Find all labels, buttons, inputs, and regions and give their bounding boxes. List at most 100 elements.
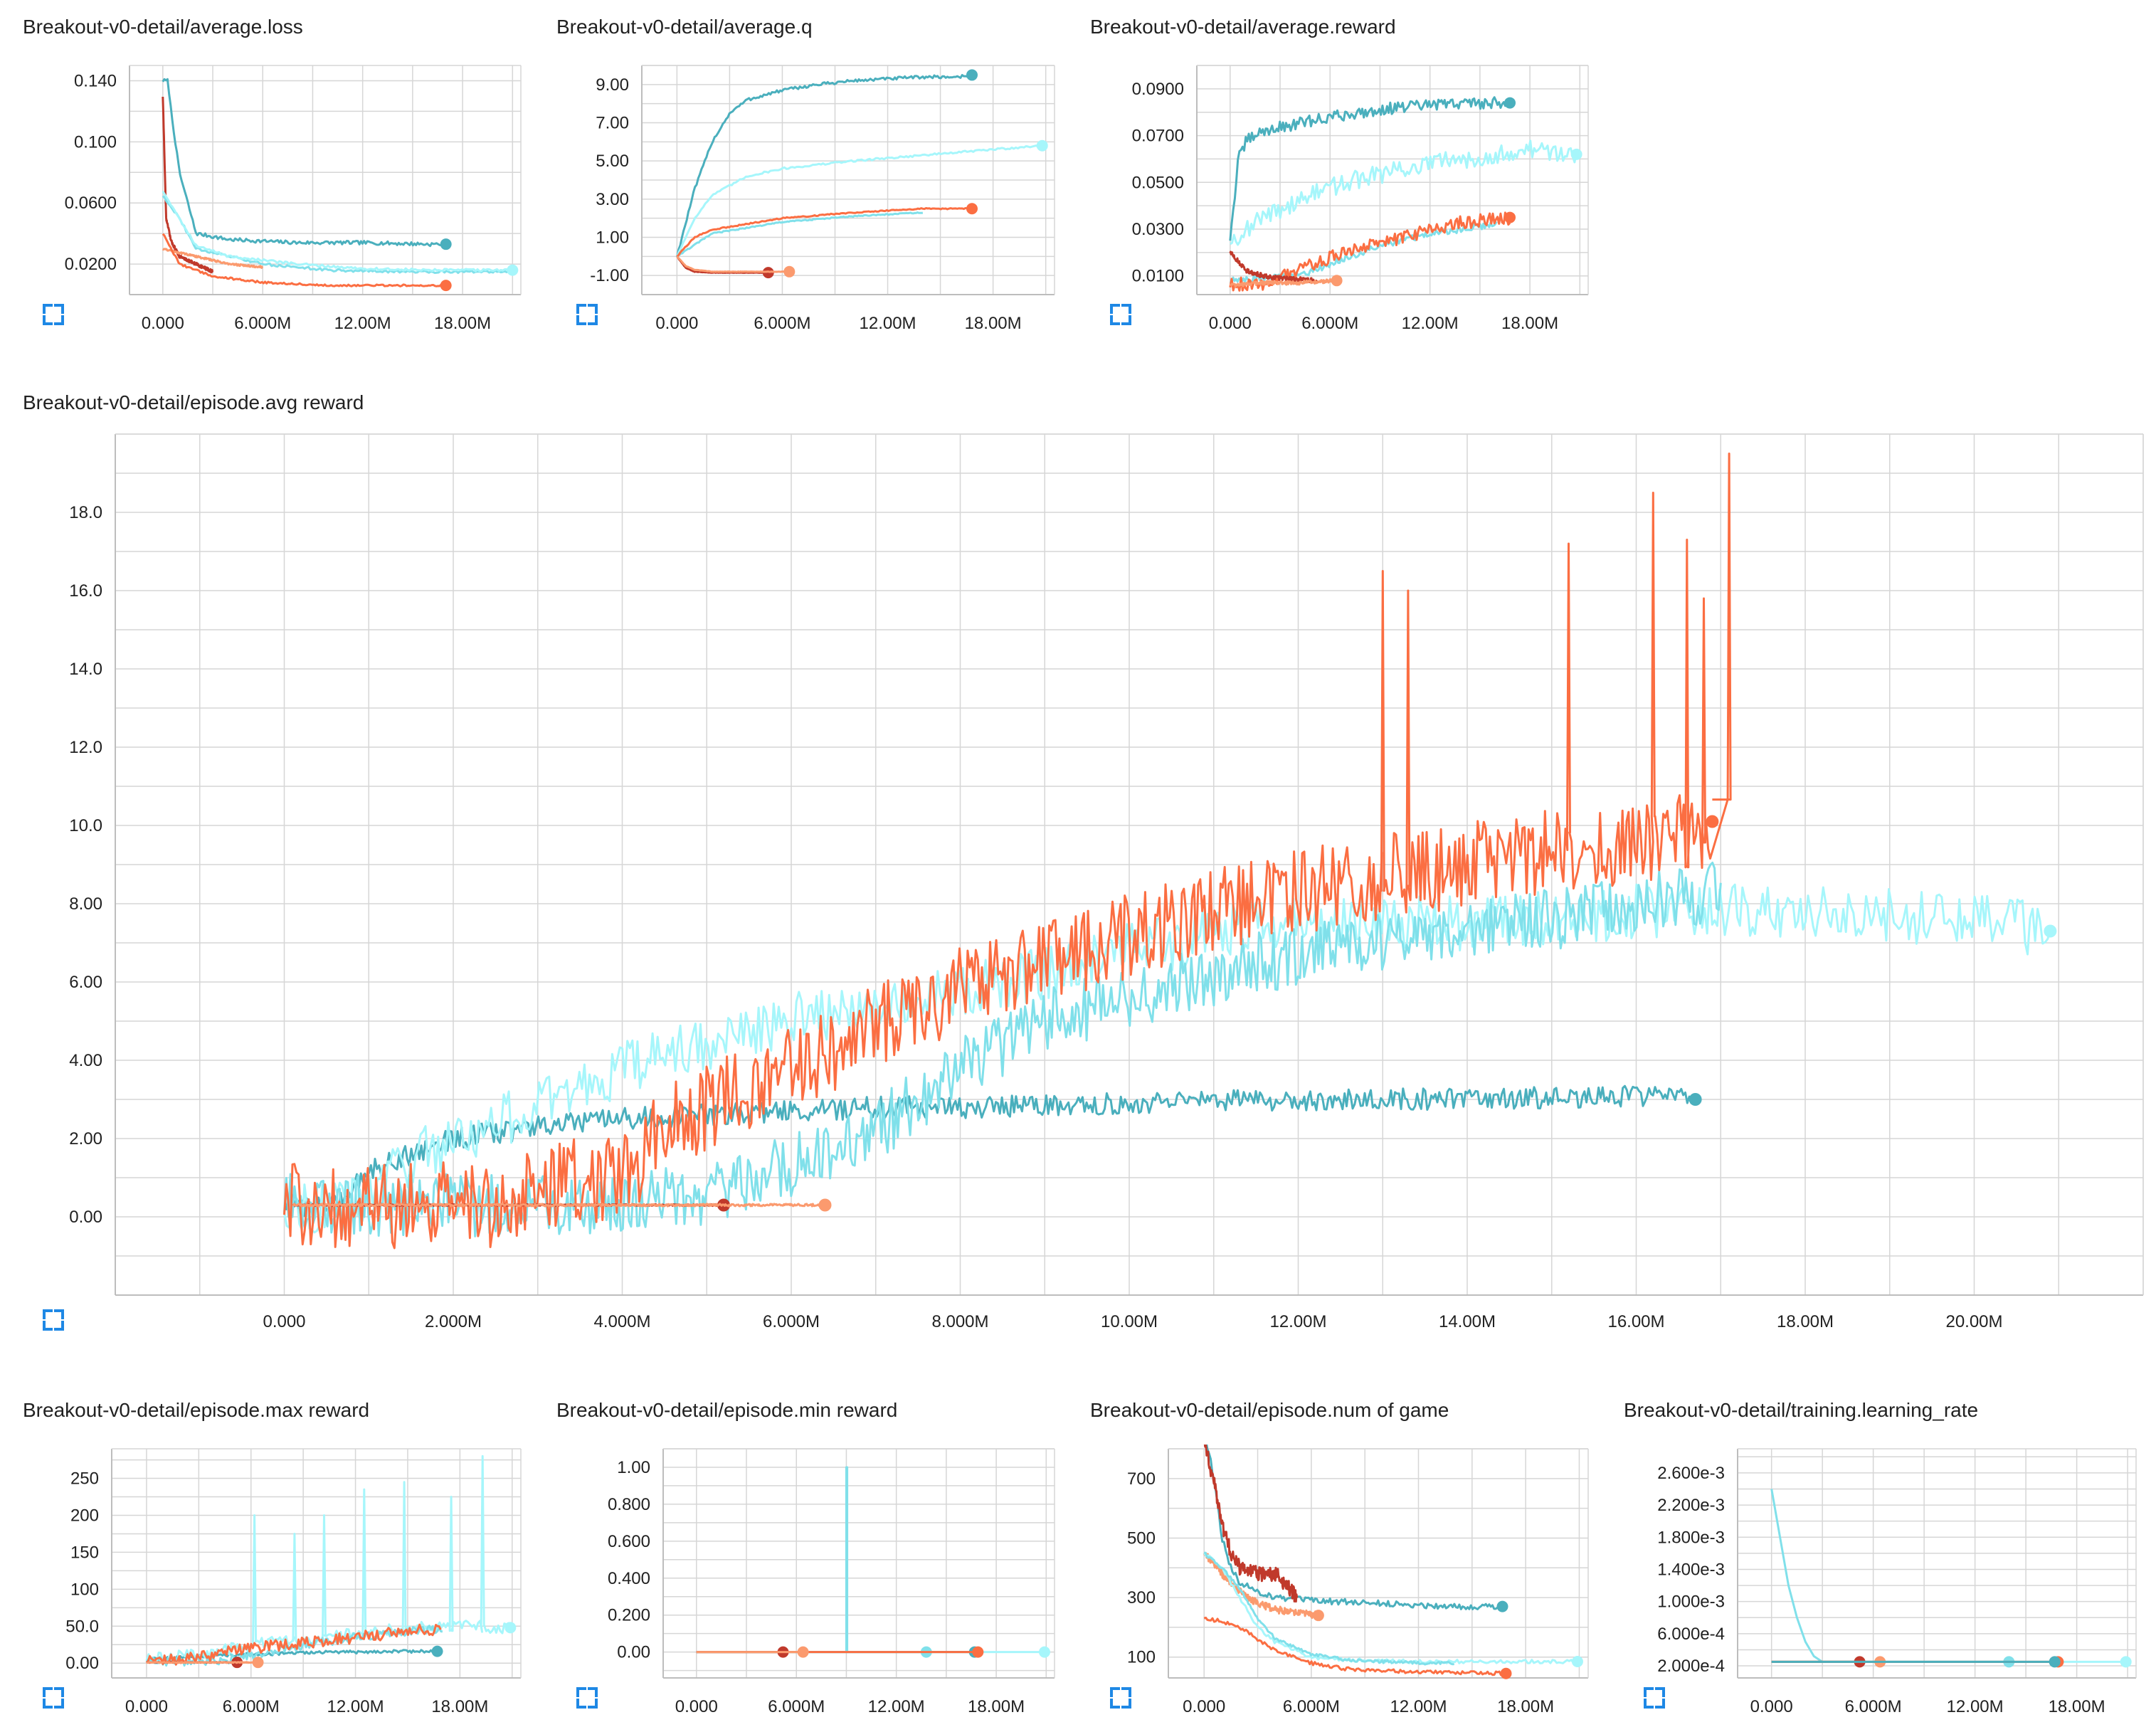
y-tick-label: 0.400: [608, 1569, 650, 1588]
chart-card-episode-min-reward: Breakout-v0-detail/episode.min reward 1.…: [556, 1399, 1069, 1726]
x-tick-label: 18.00M: [434, 314, 491, 333]
y-tick-label: 7.00: [596, 114, 629, 133]
y-tick-label: 8.00: [69, 894, 102, 914]
y-tick-label: 0.100: [74, 132, 117, 152]
y-tick-label: 0.00: [617, 1643, 650, 1662]
series-line-cyan: [1229, 221, 1498, 285]
series-line-salmon: [146, 1661, 259, 1664]
x-tick-label: 18.00M: [965, 314, 1022, 333]
series-line-orange: [1203, 1616, 1507, 1676]
y-tick-label: 10.0: [69, 816, 102, 835]
chart-training-learning-rate: 2.600e-3 2.200e-3 1.800e-3 1.400e-3 1.000e-3…: [1657, 1448, 2137, 1716]
chart-card-training-learning-rate: Breakout-v0-detail/training.learning_rat…: [1624, 1399, 2150, 1726]
series-endpoint-orange: [440, 280, 452, 292]
series-endpoint-teal: [431, 1645, 443, 1657]
x-tick-label: 6.000M: [763, 1312, 820, 1331]
series-endpoint-lightcyan: [1570, 148, 1582, 160]
chart-card-average-loss: Breakout-v0-detail/average.loss 0.140 0.1…: [23, 16, 535, 343]
series-line-darkred: [162, 96, 214, 274]
y-tick-label: 50.0: [65, 1617, 99, 1636]
series-endpoint-orange: [972, 1646, 984, 1658]
x-tick-label: 0.000: [1750, 1697, 1793, 1716]
y-tick-label: 0.800: [608, 1495, 650, 1514]
series-line-darkred: [1203, 1445, 1299, 1603]
series-line-orange: [283, 453, 1732, 1250]
series-line-lightcyan: [676, 144, 1043, 258]
x-tick-label: 0.000: [675, 1697, 718, 1716]
series-line-teal: [162, 78, 448, 248]
x-tick-label: 12.00M: [1390, 1697, 1447, 1716]
x-tick-label: 6.000M: [768, 1697, 825, 1716]
fullscreen-expand-icon[interactable]: [43, 1309, 64, 1331]
series-endpoint-teal: [1504, 97, 1516, 109]
x-tick-label: 12.00M: [860, 314, 916, 333]
x-tick-label: 0.000: [1209, 314, 1252, 333]
fullscreen-expand-icon[interactable]: [1110, 1687, 1131, 1709]
y-tick-label: 0.0900: [1132, 80, 1184, 99]
y-tick-label: 2.200e-3: [1657, 1496, 1725, 1515]
x-tick-label: 6.000M: [234, 314, 291, 333]
series-line-lightcyan: [162, 191, 514, 273]
fullscreen-expand-icon[interactable]: [43, 304, 64, 325]
y-tick-label: 0.0100: [1132, 267, 1184, 286]
x-tick-label: 8.000M: [931, 1312, 988, 1331]
y-tick-label: 0.0700: [1132, 127, 1184, 146]
y-tick-label: 12.0: [69, 738, 102, 757]
series-line-orange: [162, 233, 446, 287]
fullscreen-expand-icon[interactable]: [43, 1687, 64, 1709]
series-endpoint-lightcyan: [2120, 1656, 2132, 1668]
x-tick-label: 18.00M: [1497, 1697, 1554, 1716]
y-tick-label: 2.600e-3: [1657, 1464, 1725, 1483]
y-tick-label: 2.000e-4: [1657, 1657, 1725, 1676]
chart-title: Breakout-v0-detail/average.q: [556, 16, 813, 38]
y-tick-label: 100: [70, 1580, 99, 1599]
x-tick-label: 6.000M: [754, 314, 810, 333]
series-line-cyan: [283, 861, 1722, 1237]
series-endpoint-lightcyan: [1038, 1646, 1050, 1658]
chart-average-reward: 0.0900 0.0700 0.0500 0.0300 0.0100 0.000 6.000…: [1132, 65, 1589, 333]
chart-card-episode-num-of-game: Breakout-v0-detail/episode.num of game 7…: [1090, 1399, 1602, 1726]
series-line-lightcyan: [145, 1454, 512, 1664]
y-tick-label: 0.0500: [1132, 173, 1184, 192]
x-tick-label: 4.000M: [593, 1312, 650, 1331]
fullscreen-expand-icon[interactable]: [576, 1687, 598, 1709]
series-endpoint-orange: [966, 203, 978, 215]
series-line-teal: [1205, 1445, 1503, 1610]
x-tick-label: 6.000M: [1301, 314, 1358, 333]
fullscreen-expand-icon[interactable]: [1644, 1687, 1665, 1709]
y-tick-label: 300: [1127, 1588, 1156, 1607]
chart-title: Breakout-v0-detail/average.loss: [23, 16, 303, 38]
y-tick-label: 16.0: [69, 581, 102, 601]
chart-title: Breakout-v0-detail/episode.avg reward: [23, 391, 364, 413]
chart-average-q: 9.00 7.00 5.00 3.00 1.00 -1.00 0.000 6.000M 12.0…: [590, 65, 1055, 333]
series-endpoint-salmon: [1312, 1610, 1324, 1622]
chart-episode-min-reward: 1.00 0.800 0.600 0.400 0.200 0.00 0.000 6.000M 1…: [608, 1448, 1055, 1716]
y-tick-label: 100: [1127, 1648, 1156, 1667]
y-tick-label: 150: [70, 1543, 99, 1562]
y-tick-label: 6.00: [69, 973, 102, 992]
y-tick-label: 5.00: [596, 152, 629, 171]
series-endpoint-lightcyan: [507, 264, 519, 276]
series-endpoint-salmon: [1331, 275, 1343, 287]
x-tick-label: 18.00M: [1777, 1312, 1834, 1331]
x-tick-label: 14.00M: [1439, 1312, 1496, 1331]
x-tick-label: 12.00M: [327, 1697, 384, 1716]
y-tick-label: 0.00: [65, 1654, 99, 1673]
fullscreen-expand-icon[interactable]: [576, 304, 598, 325]
y-tick-label: 1.000e-3: [1657, 1593, 1725, 1612]
chart-title: Breakout-v0-detail/episode.num of game: [1090, 1399, 1449, 1421]
y-tick-label: 250: [70, 1469, 99, 1489]
y-tick-label: 9.00: [596, 75, 629, 95]
series-line-salmon: [676, 255, 790, 273]
x-tick-label: 16.00M: [1607, 1312, 1664, 1331]
y-tick-label: 200: [70, 1506, 99, 1525]
fullscreen-expand-icon[interactable]: [1110, 304, 1131, 325]
x-tick-label: 10.00M: [1101, 1312, 1158, 1331]
series-endpoint-salmon: [783, 265, 796, 278]
chart-title: Breakout-v0-detail/average.reward: [1090, 16, 1396, 38]
x-tick-label: 0.000: [125, 1697, 168, 1716]
series-endpoint-teal: [1496, 1600, 1508, 1612]
series-endpoint-teal: [966, 69, 978, 81]
y-tick-label: 0.00: [69, 1208, 102, 1227]
series-endpoint-salmon: [252, 1657, 264, 1669]
